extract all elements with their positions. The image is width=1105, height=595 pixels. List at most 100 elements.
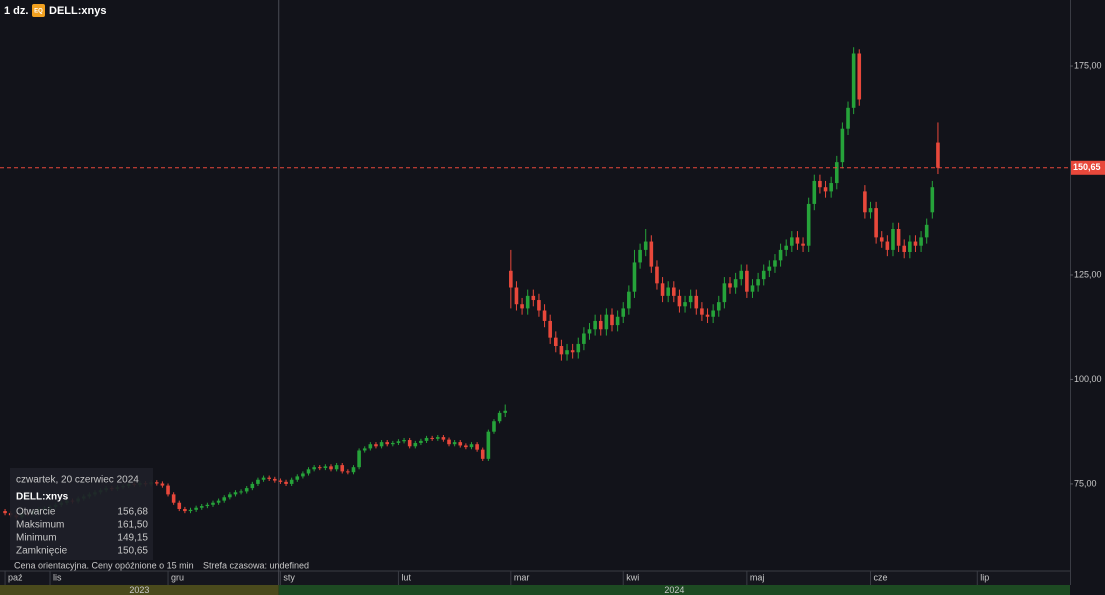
candle-body [767,266,772,271]
candle-body [525,295,530,309]
year-band [0,585,279,595]
candle-body [452,442,457,445]
year-label: 2023 [129,585,149,595]
candle-body [705,314,710,317]
candle-body [548,320,552,338]
candle-body [621,308,626,317]
candle-body [806,203,811,246]
candle-body [711,310,715,317]
candle-body [716,302,721,311]
candle-body [407,440,412,447]
candle-body [205,504,210,507]
candle-body [604,314,609,330]
last-price-label: 150,65 [1073,162,1101,172]
x-tick-label: gru [171,572,184,582]
candle-body [239,491,243,493]
tooltip-row-label: Maksimum [16,520,64,531]
candle-body [228,494,232,498]
tooltip-symbol: DELL:xnys [16,492,69,503]
candle-body [638,249,642,263]
candle-body [666,287,670,296]
candle-body [694,295,699,309]
candle-body [295,476,300,480]
candle-body [374,444,378,447]
candle-body [649,241,654,267]
candle-body [677,295,682,307]
x-axis-band [0,571,1070,585]
candle-body [216,500,221,503]
candle-body [868,208,873,213]
candle-body [154,482,159,484]
candle-body [402,440,406,442]
candle-body [660,283,665,296]
candle-body [211,502,215,505]
x-tick-label: mar [514,572,530,582]
candle-body [587,329,592,334]
tooltip-row-label: Minimum [16,533,57,544]
candle-body [306,469,311,474]
candle-body [874,208,878,238]
x-tick-label: lis [53,572,62,582]
candle-body [177,502,182,509]
candle-body [891,229,895,250]
candle-body [778,249,783,261]
candle-body [733,279,738,288]
y-tick-label: 75,00 [1074,478,1097,488]
footer-timezone: Strefa czasowa: undefined [203,560,309,570]
candle-body [750,285,755,292]
tooltip-rows: Otwarcie 156,68 Maksimum 161,50 Minimum 149,1… [16,507,148,557]
candle-body [435,437,440,439]
x-tick-label: lip [980,572,989,582]
candle-body [194,507,198,510]
candle-body [570,350,575,353]
candle-body [801,243,805,246]
candle-body [627,291,631,309]
candle-body [863,191,867,213]
last-price-box [1071,160,1105,175]
candle-body [346,471,350,473]
tooltip-box [10,468,153,560]
candle-body [829,183,833,192]
candle-body [896,229,901,246]
candle-body [598,320,603,330]
candle-body [357,450,361,468]
candle-body [632,262,637,292]
candle-body [688,295,693,303]
candle-body [250,483,255,489]
candle-body [244,488,249,492]
tooltip-row-value: 149,15 [117,533,148,544]
candle-body [317,467,322,469]
candle-body [593,320,597,330]
candle-body [913,241,918,246]
interval: 1 dz. [4,5,28,17]
symbol: DELL:xnys [49,5,106,17]
candle-body [553,337,558,347]
candle-body [784,245,789,250]
candle-body [413,442,418,447]
candle-body [683,302,687,307]
tooltip-row-value: 156,68 [117,507,148,518]
candle-body [284,481,288,484]
candle-body [492,421,496,432]
candle-body [334,465,339,470]
candle-body [795,237,800,244]
candle-body [171,494,176,503]
candle-body [672,287,676,296]
y-tick-label: 125,00 [1074,269,1102,279]
candle-body [756,279,760,286]
candle-body [256,479,260,484]
candle-body [565,350,569,355]
candle-body [340,465,345,472]
candle-body [610,314,614,326]
candle-body [368,444,373,449]
x-tick-label: paź [8,572,23,582]
candle-body [615,316,620,326]
candle-body [183,508,187,512]
candle-body [199,506,204,508]
candle-body [902,245,907,252]
candle-body [559,346,564,355]
candle-body [930,187,935,213]
candle-body [379,442,384,447]
candle-body [289,479,294,484]
